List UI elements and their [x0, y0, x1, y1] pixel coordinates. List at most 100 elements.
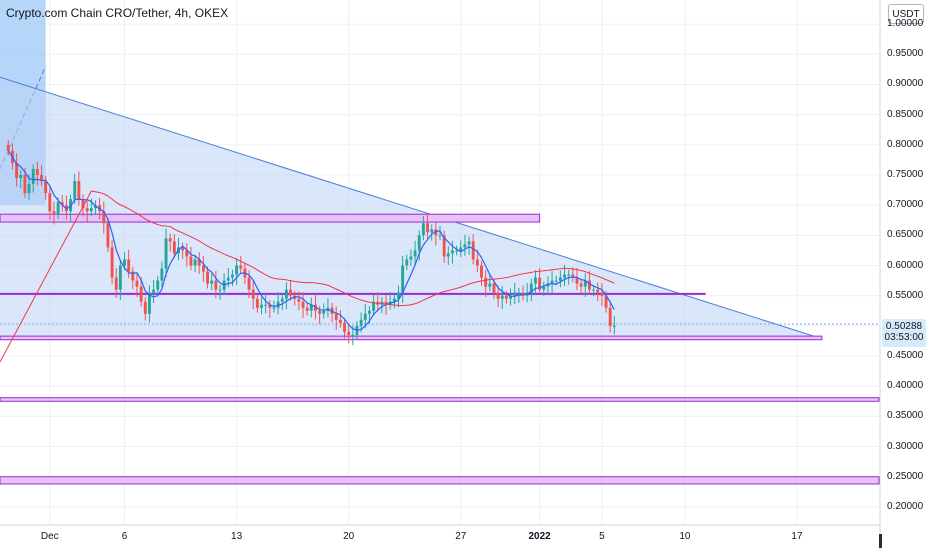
candle-body [127, 259, 131, 272]
candle-body [442, 235, 446, 257]
candle-body [251, 289, 255, 299]
candle-body [558, 277, 562, 281]
candle-body [56, 202, 60, 215]
candle-body [272, 307, 276, 309]
candle-body [131, 271, 135, 281]
candle-body [421, 223, 425, 236]
candle-body [181, 247, 185, 251]
candle-body [260, 304, 263, 308]
candle-body [347, 331, 351, 335]
y-tick-label: 0.55000 [887, 289, 924, 301]
support-zone-3 [0, 397, 880, 402]
candle-body [463, 244, 467, 248]
support-zone-2 [0, 335, 823, 341]
y-tick-label: 0.80000 [887, 138, 924, 150]
candle-body [6, 144, 10, 151]
scroll-to-realtime-marker[interactable] [879, 534, 882, 548]
candle-body [392, 298, 396, 302]
y-tick-label: 1.00000 [887, 18, 924, 30]
candle-body [48, 193, 52, 212]
candle-body [467, 241, 471, 245]
y-tick-label: 0.60000 [887, 259, 924, 271]
candle-body [106, 223, 110, 248]
candle-body [110, 247, 114, 278]
candle-body [513, 292, 517, 296]
candle-body [488, 283, 492, 287]
candle-body [172, 241, 176, 254]
candle-body [264, 304, 268, 306]
candle-body [139, 286, 143, 302]
bar-countdown: 03:53:00 [884, 332, 924, 343]
candle-body [343, 322, 346, 332]
candle-body [596, 289, 600, 293]
candle-body [318, 310, 322, 314]
currency-button[interactable]: USDT [888, 4, 924, 24]
candle-body [185, 250, 189, 257]
x-tick-label: 2022 [528, 531, 551, 542]
candle-body [152, 289, 156, 293]
candle-body [579, 283, 583, 287]
x-tick-label: 17 [791, 531, 803, 542]
candle-body [168, 238, 172, 242]
candle-body [500, 295, 504, 299]
x-tick-label: 13 [231, 531, 243, 542]
candle-body [284, 289, 288, 299]
last-price-badge: 0.50288 03:53:00 [882, 319, 926, 347]
x-tick-label: Dec [40, 531, 59, 542]
chart-title: Crypto.com Chain CRO/Tether, 4h, OKEX [6, 6, 229, 20]
y-tick-label: 0.70000 [887, 199, 924, 211]
candle-body [123, 259, 126, 266]
candle-body [214, 280, 218, 290]
candle-body [23, 175, 27, 194]
y-tick-label: 0.90000 [887, 78, 924, 90]
candle-body [206, 271, 209, 284]
y-tick-label: 0.20000 [887, 500, 924, 512]
candle-body [430, 229, 434, 233]
candle-body [363, 313, 367, 320]
candle-body [226, 277, 230, 281]
candle-body [567, 274, 571, 276]
candle-body [40, 175, 43, 182]
candle-body [305, 307, 309, 311]
candle-body [475, 259, 479, 266]
candle-body [504, 295, 508, 299]
candle-body [438, 235, 442, 237]
candle-body [471, 241, 475, 260]
candle-body [538, 277, 542, 290]
x-tick-label: 27 [455, 531, 467, 542]
candle-body [492, 283, 496, 293]
candle-body [114, 277, 118, 290]
candle-body [359, 319, 363, 326]
candle-body [534, 277, 537, 284]
y-tick-label: 0.45000 [887, 350, 924, 362]
candle-body [69, 199, 73, 212]
candle-body [210, 280, 214, 284]
candle-body [235, 265, 239, 275]
candle-body [604, 295, 608, 308]
candle-body [193, 259, 197, 266]
candle-body [529, 283, 533, 293]
candle-body [367, 310, 371, 314]
x-tick-label: 10 [679, 531, 691, 542]
candle-body [496, 292, 500, 299]
candle-body [297, 298, 301, 302]
last-price: 0.50288 [885, 321, 923, 332]
candle-body [218, 289, 222, 291]
candle-body [587, 280, 591, 290]
candle-body [484, 277, 488, 287]
candle-body [413, 250, 417, 257]
candle-body [143, 301, 147, 314]
candle-body [147, 292, 151, 314]
candle-body [521, 292, 525, 296]
candle-body [372, 301, 376, 311]
candle-body [77, 181, 81, 200]
candle-body [446, 253, 450, 257]
candle-body [546, 283, 550, 287]
y-tick-label: 0.40000 [887, 380, 924, 392]
candle-body [60, 202, 64, 206]
candle-body [156, 280, 160, 290]
candle-body [409, 256, 413, 260]
candle-body [455, 250, 459, 252]
